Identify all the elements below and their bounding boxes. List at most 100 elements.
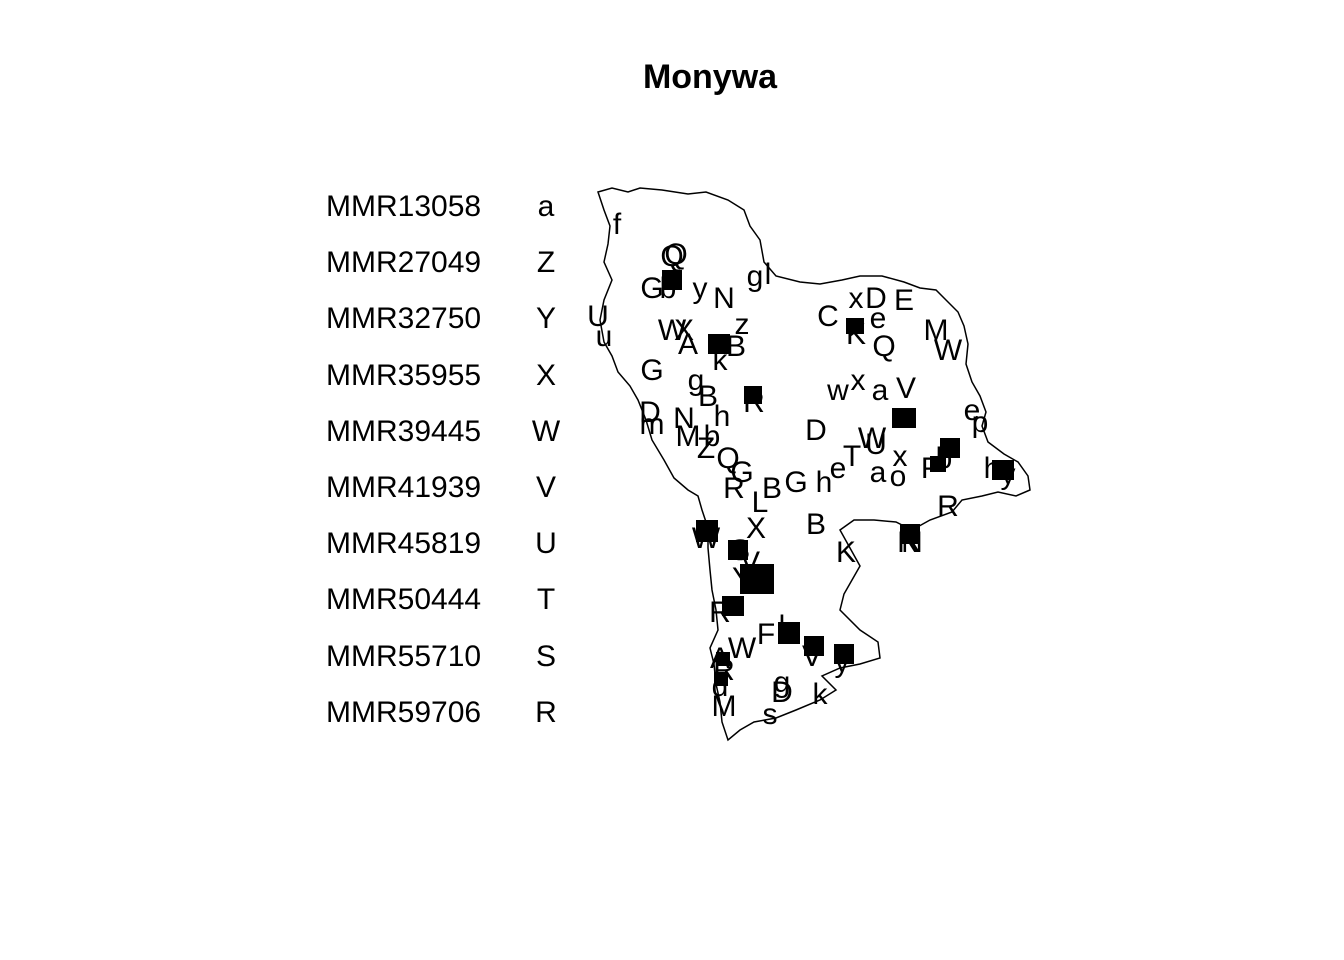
map-label: m [640, 408, 665, 441]
map-label: X [746, 512, 766, 545]
legend-letter: S [535, 639, 556, 673]
map-label: C [817, 300, 839, 333]
map-label: N [673, 402, 695, 435]
overlap-cluster-mark [696, 520, 718, 542]
overlap-cluster-mark [728, 540, 748, 560]
map-label: x [849, 282, 864, 315]
map-label: Q [660, 240, 683, 273]
overlap-cluster-mark [662, 270, 682, 290]
legend-code: MMR55710 [326, 639, 482, 673]
map-label: W [728, 632, 757, 665]
map-label: h [714, 400, 731, 433]
legend-letter: U [535, 527, 557, 561]
legend-code: MMR35955 [326, 358, 482, 392]
legend-letter: a [537, 190, 555, 223]
map-label: D [805, 414, 827, 447]
legend-letter: Y [535, 302, 556, 336]
map-label: B [806, 508, 826, 541]
map-label: R [937, 490, 959, 523]
map-label: s [763, 698, 778, 731]
map-label: G [730, 456, 753, 489]
map-label: o [890, 460, 907, 493]
overlap-cluster-mark [744, 386, 762, 404]
map-title: Monywa [642, 58, 778, 96]
overlap-cluster-mark [708, 334, 730, 354]
legend-code: MMR41939 [326, 471, 482, 504]
map-label: A [678, 328, 698, 361]
map-label: B [726, 330, 746, 363]
map-label: M [676, 420, 701, 453]
map-label: G [640, 272, 663, 305]
map-label: g [747, 260, 764, 293]
map-label: G [784, 466, 807, 499]
map-label: Q [664, 238, 687, 271]
map-label: W [658, 314, 687, 347]
map-label: k [813, 678, 829, 711]
overlap-cluster-mark [992, 460, 1014, 480]
legend-letter: T [536, 583, 556, 617]
legend-code: MMR27049 [326, 246, 482, 280]
map-label: E [894, 284, 914, 317]
overlap-cluster-mark [892, 408, 916, 428]
legend-code: MMR13058 [326, 190, 482, 223]
map-label: a [870, 456, 887, 489]
map-label: B [698, 380, 718, 413]
overlap-cluster-mark [940, 438, 960, 458]
map-label: Z [697, 432, 715, 465]
map-label: D [865, 282, 887, 315]
overlap-cluster-mark [716, 652, 730, 666]
map-label: l [765, 258, 772, 291]
legend-code: MMR39445 [326, 414, 482, 448]
legend-letter: X [535, 358, 556, 392]
map-label: T [843, 440, 861, 473]
map-label: N [713, 282, 735, 315]
map-label: p [972, 406, 989, 439]
map-label: g [774, 666, 791, 699]
legend-code: MMR45819 [326, 527, 482, 561]
map-label: D [771, 676, 793, 709]
map-label: x [851, 364, 866, 397]
map-label: w [826, 374, 849, 407]
map-label: D [639, 396, 661, 429]
overlap-cluster-mark [930, 456, 946, 472]
map-label: L [752, 486, 769, 519]
map-label: W [934, 334, 963, 367]
overlap-cluster-mark [740, 564, 774, 594]
map-label: z [735, 308, 750, 341]
overlap-cluster-mark [722, 596, 744, 616]
overlap-cluster-mark [778, 622, 800, 644]
overlap-cluster-mark [834, 644, 854, 664]
map-label: X [674, 314, 694, 347]
map-label: b [704, 420, 721, 453]
legend-letter: Z [536, 246, 556, 280]
map-label: G [640, 354, 663, 387]
map-label: g [688, 364, 705, 397]
map-label: y [693, 272, 708, 305]
map-label: V [896, 372, 916, 405]
legend-letter: V [535, 471, 556, 504]
legend-letter: R [535, 695, 557, 729]
map-label: B [762, 472, 782, 505]
map-label: h [816, 466, 833, 499]
overlap-cluster-mark [804, 636, 824, 656]
overlap-cluster-mark [900, 524, 920, 544]
monywa-boundary [597, 187, 1031, 742]
map-label: e [830, 452, 847, 485]
map-label: u [596, 320, 613, 353]
map-label: U [587, 300, 609, 333]
map-label: K [836, 536, 856, 569]
map-label: R [723, 472, 745, 505]
map-squares-layer [662, 270, 1014, 686]
map-label: x [893, 440, 908, 473]
map-label: e [964, 394, 981, 427]
map-label: U [865, 428, 887, 461]
legend-code: MMR32750 [326, 302, 482, 336]
map-label: Q [716, 442, 739, 475]
map-label: a [872, 374, 889, 407]
overlap-cluster-mark [846, 318, 864, 334]
map-label: Q [872, 330, 895, 363]
map-label: e [870, 302, 887, 335]
overlap-cluster-mark [714, 672, 728, 686]
map-label: f [613, 208, 622, 241]
